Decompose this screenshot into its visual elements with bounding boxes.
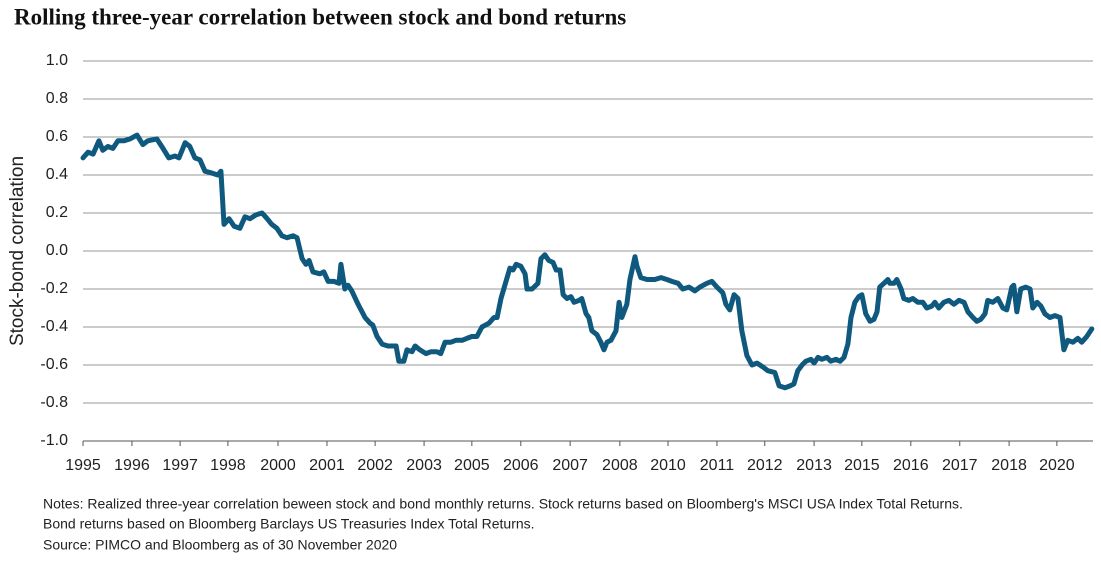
x-tick-label: 1996: [114, 457, 150, 474]
y-tick-label: 0.6: [46, 128, 68, 145]
x-tick-label: 2001: [309, 457, 345, 474]
x-tick-label: 2015: [844, 457, 880, 474]
y-tick-label: -0.8: [40, 394, 68, 411]
y-tick-label: 0.2: [46, 204, 68, 221]
y-tick-label: -0.4: [40, 318, 68, 335]
chart-title: Rolling three-year correlation between s…: [14, 4, 626, 29]
y-tick-label: -1.0: [40, 432, 68, 449]
x-tick-label: 2016: [893, 457, 929, 474]
x-tick-label: 2003: [406, 457, 442, 474]
x-tick-label: 2013: [796, 457, 832, 474]
x-tick-label: 2002: [357, 457, 393, 474]
x-tick-label: 2018: [991, 457, 1027, 474]
y-tick-label: -0.2: [40, 280, 68, 297]
x-tick-label: 2006: [503, 457, 539, 474]
x-tick-label: 2010: [650, 457, 686, 474]
note: Bond returns based on Bloomberg Barclays…: [43, 516, 535, 532]
x-tick-label: 1995: [65, 457, 101, 474]
x-tick-label: 2012: [747, 457, 783, 474]
source: Source: PIMCO and Bloomberg as of 30 Nov…: [43, 537, 397, 553]
y-tick-label: 1.0: [46, 52, 68, 69]
y-tick-label: 0.8: [46, 90, 68, 107]
y-tick-label: -0.6: [40, 356, 68, 373]
x-tick-label: 2008: [602, 457, 638, 474]
x-tick-label: 1997: [162, 457, 198, 474]
x-tick-label: 2017: [942, 457, 978, 474]
x-tick-label: 2011: [700, 457, 735, 474]
x-tick-label: 2020: [1039, 457, 1075, 474]
y-tick-label: 0.4: [46, 166, 68, 183]
x-tick-label: 2007: [552, 457, 588, 474]
x-tick-label: 1998: [210, 457, 246, 474]
x-tick-label: 2000: [260, 457, 296, 474]
y-axis-label: Stock-bond correlation: [7, 156, 28, 346]
note: Notes: Realized three-year correlation b…: [43, 496, 963, 512]
y-tick-label: 0.0: [46, 242, 68, 259]
series-line: [80, 132, 1095, 391]
x-tick-label: 2005: [454, 457, 490, 474]
